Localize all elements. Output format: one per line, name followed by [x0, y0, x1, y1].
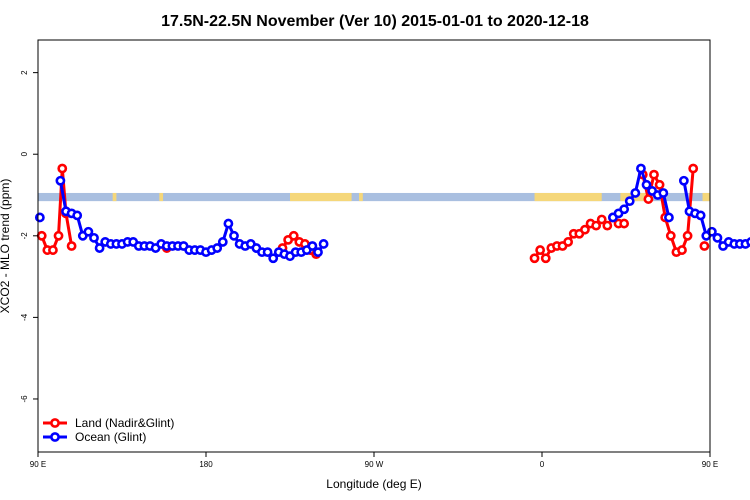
y-axis-ticks: -6 -4 -2 0 2 [20, 70, 38, 403]
land-data-point [699, 241, 710, 251]
y-tick-label: -4 [20, 313, 29, 321]
land-data-point [57, 163, 68, 174]
land-data-point [619, 218, 630, 229]
land-band-segment [112, 192, 117, 202]
land-data-point [649, 169, 659, 180]
ocean-data-point [72, 210, 83, 221]
ocean-data-point [55, 175, 66, 186]
ocean-data-point [223, 218, 234, 229]
land-data-point [682, 230, 693, 241]
land-mask-band [38, 192, 710, 202]
land-band-segment [159, 192, 164, 202]
y-tick-label: -2 [20, 232, 29, 240]
land-data-point [36, 230, 47, 241]
ocean-data-point [94, 243, 105, 253]
ocean-band [38, 192, 710, 202]
ocean-data-point [318, 239, 329, 249]
land-data-point [591, 220, 602, 231]
ocean-data-point [307, 241, 318, 251]
ocean-data-point [619, 204, 630, 215]
ocean-legend-label: Ocean (Glint) [75, 430, 146, 444]
x-axis-label: Longitude (deg E) [326, 477, 421, 491]
land-data-point [643, 194, 654, 204]
x-tick-label: 180 [199, 460, 213, 469]
ocean-legend-marker [50, 432, 60, 442]
ocean-data-point [83, 226, 94, 237]
land-data-point [535, 245, 546, 255]
ocean-data-point [624, 196, 635, 207]
ocean-data-point [34, 212, 45, 223]
x-tick-label: 90 E [30, 460, 46, 469]
land-legend-marker [50, 418, 60, 428]
ocean-data-point [630, 188, 641, 198]
land-band-segment [290, 192, 352, 202]
land-band-segment [534, 192, 602, 202]
ocean-data-point [262, 247, 273, 258]
land-legend-label: Land (Nadir&Glint) [75, 416, 174, 430]
legend: Land (Nadir&Glint)Ocean (Glint) [43, 416, 174, 444]
land-data-point [288, 230, 299, 241]
land-data-point [529, 253, 540, 264]
ocean-data-point [678, 175, 689, 186]
land-data-point [66, 241, 77, 251]
ocean-data-point [695, 210, 706, 221]
land-data-point [53, 230, 64, 241]
ocean-data-point [746, 237, 750, 247]
land-data-point [48, 245, 58, 255]
ocean-data-point [636, 163, 646, 174]
ocean-data-point [89, 232, 99, 243]
ocean-data-point [212, 243, 223, 253]
chart-title: 17.5N-22.5N November (Ver 10) 2015-01-01… [161, 13, 589, 30]
ocean-data-point [641, 179, 652, 190]
ocean-data-point [712, 232, 723, 243]
x-tick-label: 0 [540, 460, 545, 469]
x-axis-ticks: 90 E 180 90 W 0 90 E [30, 452, 718, 469]
land-band-segment [702, 192, 710, 202]
ocean-data-point [229, 230, 239, 241]
x-tick-label: 90 W [365, 460, 384, 469]
ocean-data-point [658, 188, 669, 198]
ocean-data-point [313, 247, 323, 258]
land-data-point [654, 179, 665, 190]
land-data-point [602, 220, 613, 231]
y-axis-label: XCO2 - MLO trend (ppm) [0, 179, 12, 314]
land-data-point [688, 163, 699, 174]
land-data-point [665, 230, 676, 241]
land-data-point [580, 224, 590, 235]
y-tick-label: -6 [20, 395, 29, 403]
land-band-segment [359, 192, 363, 202]
ocean-data-point [268, 253, 279, 264]
ocean-data-point [664, 212, 674, 223]
land-data-point [563, 237, 574, 247]
land-data-point [677, 245, 687, 255]
plot-series [34, 163, 750, 264]
land-data-point [596, 214, 607, 225]
y-tick-label: 0 [20, 151, 29, 156]
land-data-point [540, 253, 551, 264]
x-tick-label: 90 E [702, 460, 718, 469]
ocean-data-point [217, 237, 228, 247]
y-tick-label: 2 [20, 70, 29, 75]
